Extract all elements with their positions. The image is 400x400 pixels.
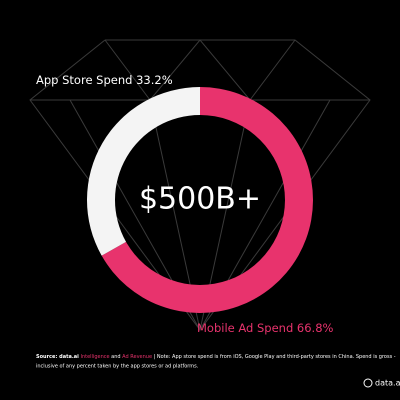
donut — [87, 87, 313, 313]
logo: data.ai — [363, 378, 400, 388]
center-label: $500B+ — [139, 182, 261, 217]
category: Mobile Ad Spend — [197, 321, 293, 335]
value-label: 66.8% — [297, 321, 334, 335]
category: App Store Spend — [36, 73, 132, 87]
footnote: Source: data.ai Intelligence and Ad Reve… — [36, 354, 396, 360]
note: | Note: App store spend is from iOS, Goo… — [154, 354, 396, 360]
source: Source: data.ai — [36, 354, 79, 360]
logo-text: data.ai — [375, 379, 400, 388]
text: and — [111, 354, 120, 360]
link[interactable]: Ad Revenue — [122, 354, 152, 360]
value-label: 33.2% — [136, 73, 173, 87]
slice-label: Mobile Ad Spend 66.8% — [197, 321, 334, 335]
slice-label: App Store Spend 33.2% — [36, 73, 173, 87]
donut-slice — [87, 87, 200, 256]
footnote: inclusive of any percent taken by the ap… — [36, 364, 199, 370]
link[interactable]: Intelligence — [80, 354, 109, 360]
